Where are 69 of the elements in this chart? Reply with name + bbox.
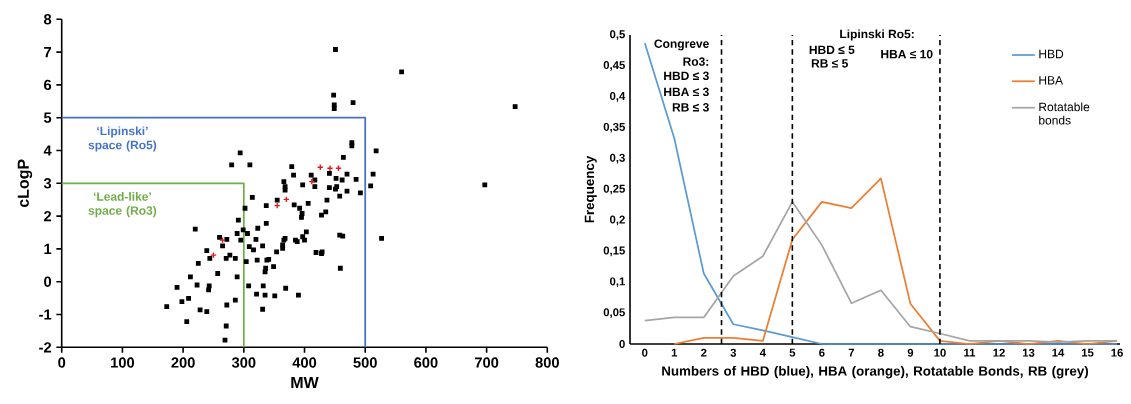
x-tick-label: 2 [701, 348, 707, 357]
x-tick-label: 14 [1052, 348, 1065, 357]
x-tick-label: 400 [292, 357, 317, 368]
x-tick-label: 0 [642, 348, 648, 357]
annotation: HBA ≤ 10 [881, 49, 933, 59]
x-tick-label: 10 [934, 348, 946, 357]
y-tick-label: 0,05 [603, 308, 625, 318]
y-axis-title: cLogP [17, 159, 33, 208]
annotation: RB ≤ 3 [672, 103, 709, 112]
y-tick-label: -1 [39, 309, 52, 320]
x-tick-label: 15 [1081, 348, 1094, 357]
y-tick-label: -2 [39, 342, 52, 353]
x-tick-label: 12 [993, 348, 1005, 357]
y-tick-label: 0,2 [609, 215, 625, 226]
x-tick-label: 500 [353, 357, 377, 368]
y-tick-label: 0,35 [603, 122, 625, 133]
y-tick-label: 0 [619, 340, 625, 349]
x-tick-label: 3 [730, 348, 737, 357]
y-tick-label: 0,25 [603, 184, 625, 195]
annotation: Ro3: [683, 57, 709, 66]
x-tick-label: 100 [111, 357, 135, 368]
annotation: Lipinski Ro5: [840, 29, 914, 41]
x-tick-label: 200 [171, 357, 195, 368]
x-tick-label: 300 [231, 357, 256, 368]
annotation: RB ≤ 5 [811, 59, 848, 68]
x-tick-label: 1 [671, 348, 678, 357]
y-tick-label: 0 [44, 276, 52, 287]
legend-label: HBA [1039, 76, 1064, 85]
x-tick-label: 16 [1111, 348, 1123, 357]
x-tick-label: 6 [819, 348, 825, 357]
y-tick-label: 0,1 [609, 277, 625, 288]
y-tick-label: 5 [43, 112, 52, 123]
legend-label: HBD [1039, 49, 1064, 59]
y-tick-label: 2 [44, 211, 52, 222]
legend-label: Rotatable bonds [1039, 102, 1090, 125]
y-tick-label: 0,5 [609, 30, 625, 40]
x-tick-label: 700 [475, 357, 499, 368]
y-axis-title: Frequency [584, 155, 597, 223]
point [219, 236, 226, 244]
y-tick-label: 7 [44, 47, 52, 58]
series-label: ‘Lead-like’ space (Ro3) [88, 192, 157, 218]
y-tick-label: 0,45 [603, 61, 625, 71]
x-tick-label: 4 [759, 348, 766, 357]
x-tick-label: 11 [964, 348, 976, 357]
x-axis-title: MW [291, 376, 319, 388]
y-tick-label: 1 [44, 243, 52, 254]
x-tick-label: 600 [414, 357, 438, 368]
y-tick-label: 3 [43, 178, 52, 189]
x-tick-label: 0 [58, 357, 66, 368]
x-tick-label: 5 [789, 348, 796, 357]
annotation: HBA ≤ 3 [664, 87, 709, 97]
x-axis-title: Numbers of HBD (blue), HBA (orange), Rotatable Bonds, RB (grey) [662, 365, 1089, 379]
point [326, 164, 334, 172]
annotation: Congreve [654, 39, 709, 51]
x-tick-label: 13 [1022, 348, 1035, 357]
y-tick-label: 0,4 [609, 91, 626, 102]
series-label: ‘Lipinski’ space (Ro5) [88, 126, 157, 152]
point [210, 251, 217, 259]
y-tick-label: 8 [43, 14, 52, 25]
x-tick-label: 8 [878, 348, 884, 357]
y-tick-label: 4 [43, 145, 52, 156]
y-tick-label: 6 [44, 79, 52, 91]
y-tick-label: 0,15 [603, 246, 625, 257]
x-tick-label: 800 [535, 357, 559, 368]
annotation: HBD ≤ 5 [809, 45, 855, 55]
y-tick-label: 0,3 [609, 153, 625, 164]
annotation: HBD ≤ 3 [664, 71, 709, 81]
x-tick-label: 9 [907, 348, 914, 357]
x-tick-label: 7 [848, 348, 855, 357]
